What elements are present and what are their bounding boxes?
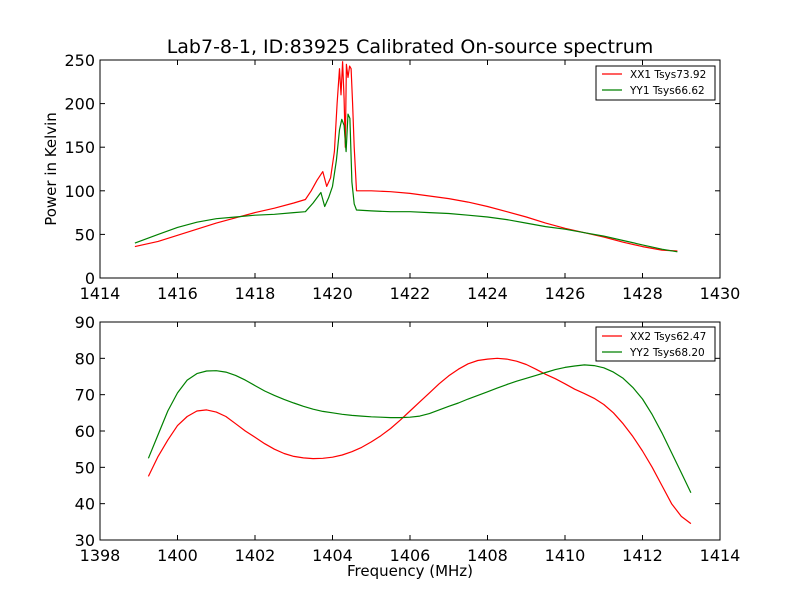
y-tick-label: 0: [85, 269, 95, 288]
series-line-1: [134, 113, 678, 253]
y-tick-label: 150: [64, 138, 95, 157]
x-tick-label: 1416: [157, 284, 198, 303]
y-tick-label: 50: [75, 225, 95, 244]
series-line-0: [134, 61, 678, 252]
x-tick-label: 1410: [545, 546, 586, 565]
series-line-0: [147, 357, 692, 525]
top-plot-panel: 1414 1416 1418 1420 1422 1424 1426 1428 1430 0 50…: [42, 51, 740, 303]
y-tick-labels: 0 50 100 150 200 250: [64, 51, 95, 288]
x-tick-label: 1408: [467, 546, 508, 565]
x-tick-labels: 1398 1400 1402 1404 1406 1408 1410 1412 1414: [80, 546, 741, 565]
x-tick-labels: 1414 1416 1418 1420 1422 1424 1426 1428 1430: [80, 284, 741, 303]
y-tick-label: 90: [75, 313, 95, 332]
x-tick-label: 1398: [80, 546, 121, 565]
y-tick-label: 100: [64, 182, 95, 201]
x-tick-label: 1422: [390, 284, 431, 303]
series-line-1: [147, 364, 692, 494]
legend-bottom: XX2 Tsys62.47 YY2 Tsys68.20: [595, 326, 716, 362]
y-axis-label: Power in Kelvin: [42, 112, 60, 226]
legend-label-xx2: XX2 Tsys62.47: [630, 331, 706, 343]
y-tick-label: 250: [64, 51, 95, 70]
chart-title: Lab7-8-1, ID:83925 Calibrated On-source …: [167, 36, 654, 58]
legend-label-yy2: YY2 Tsys68.20: [629, 347, 705, 359]
legend-label-yy1: YY1 Tsys66.62: [629, 85, 705, 97]
tick-marks: [99, 321, 721, 541]
legend-top: XX1 Tsys73.92 YY1 Tsys66.62: [595, 65, 716, 101]
x-tick-label: 1414: [80, 284, 121, 303]
y-tick-label: 70: [75, 386, 95, 405]
x-tick-label: 1426: [545, 284, 586, 303]
x-tick-label: 1424: [467, 284, 508, 303]
x-tick-label: 1406: [390, 546, 431, 565]
x-tick-label: 1412: [622, 546, 663, 565]
x-tick-label: 1430: [700, 284, 741, 303]
x-tick-label: 1414: [700, 546, 741, 565]
y-tick-label: 60: [75, 422, 95, 441]
series-lines: [147, 357, 692, 525]
y-tick-labels: 30 40 50 60 70 80 90: [75, 313, 95, 550]
x-tick-label: 1428: [622, 284, 663, 303]
y-tick-label: 200: [64, 95, 95, 114]
tick-marks: [99, 59, 721, 279]
legend-label-xx1: XX1 Tsys73.92: [630, 69, 706, 81]
x-axis-label: Frequency (MHz): [347, 562, 473, 580]
legend-box: [595, 65, 716, 101]
x-tick-label: 1420: [312, 284, 353, 303]
x-tick-label: 1418: [235, 284, 276, 303]
y-tick-label: 30: [75, 531, 95, 550]
bottom-plot-panel: 1398 1400 1402 1404 1406 1408 1410 1412 1414 30 4…: [75, 313, 741, 580]
y-tick-label: 80: [75, 349, 95, 368]
x-tick-label: 1400: [157, 546, 198, 565]
series-lines: [134, 61, 678, 253]
x-tick-label: 1404: [312, 546, 353, 565]
y-tick-label: 50: [75, 458, 95, 477]
y-tick-label: 40: [75, 495, 95, 514]
legend-box: [595, 326, 716, 362]
x-tick-label: 1402: [235, 546, 276, 565]
